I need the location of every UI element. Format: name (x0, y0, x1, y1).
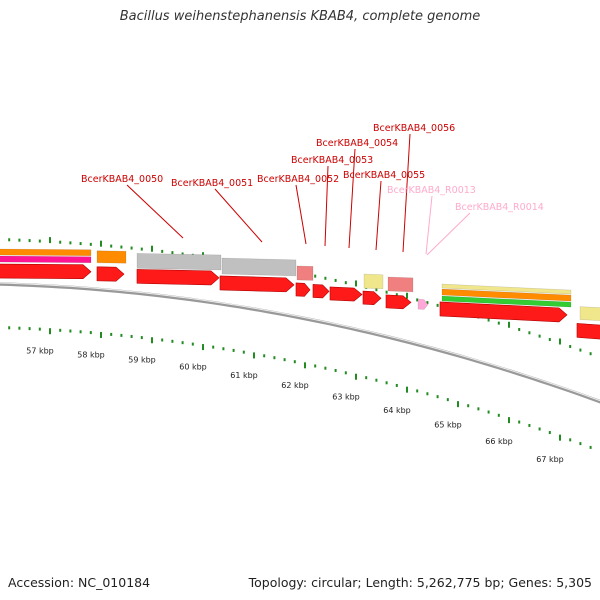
feature-rna (417, 298, 429, 310)
callout-line (375, 180, 382, 251)
callout-line (295, 184, 307, 245)
feature-label: BcerKBAB4_R0014 (455, 202, 544, 213)
backbone-line (0, 282, 600, 404)
callout-line (402, 133, 411, 253)
feature-gene_khaki (441, 283, 572, 295)
feature-gene_grey (136, 253, 222, 271)
feature-gene_khaki (579, 306, 600, 321)
kbp-label: 57 kbp (26, 347, 54, 356)
accession-text: Accession: NC_010184 (8, 575, 151, 590)
feature-label: BcerKBAB4_0050 (81, 174, 163, 185)
genome-summary-text: Topology: circular; Length: 5,262,775 bp… (248, 575, 592, 590)
kbp-label: 65 kbp (434, 421, 462, 430)
feature-gene_grey (221, 257, 297, 277)
feature-cds (362, 290, 382, 306)
feature-cds (136, 269, 220, 286)
genome-backbone (0, 282, 600, 404)
callout-line (214, 188, 263, 243)
callout-line (425, 195, 433, 255)
gene-features (0, 248, 600, 340)
kbp-label: 61 kbp (230, 371, 258, 380)
callout-line (426, 212, 471, 256)
feature-label: BcerKBAB4_0056 (373, 123, 455, 134)
callout-line (324, 165, 329, 247)
kbp-label: 64 kbp (383, 406, 411, 415)
callout-line (348, 148, 356, 249)
feature-cds (439, 301, 568, 323)
feature-magenta (0, 255, 92, 264)
feature-orange (441, 288, 572, 302)
feature-cds (329, 286, 363, 302)
backbone-highlight (0, 282, 600, 402)
feature-gene_pink (296, 265, 314, 281)
feature-label: BcerKBAB4_0054 (316, 138, 398, 149)
kbp-label: 60 kbp (179, 362, 207, 371)
feature-orange (96, 250, 127, 264)
feature-label: BcerKBAB4_R0013 (387, 185, 476, 196)
feature-gene_khaki (363, 273, 384, 290)
kbp-label: 62 kbp (281, 381, 309, 390)
feature-label: BcerKBAB4_0053 (291, 155, 373, 166)
feature-cds (576, 323, 600, 340)
kbp-scale-labels: 57 kbp 58 kbp 59 kbp 60 kbp 61 kbp 62 kbp 63 k… (26, 347, 564, 464)
feature-cds (295, 282, 311, 297)
genome-title: Bacillus weihenstephanensis KBAB4, compl… (119, 9, 481, 24)
tick-marks-inner (8, 326, 592, 449)
feature-cds (0, 263, 92, 280)
kbp-label: 63 kbp (332, 393, 360, 402)
feature-callouts: BcerKBAB4_0050 BcerKBAB4_0051 BcerKBAB4_00… (81, 123, 544, 256)
feature-cds (312, 284, 330, 299)
kbp-label: 66 kbp (485, 437, 513, 446)
kbp-label: 58 kbp (77, 350, 105, 359)
feature-gene_pink (387, 276, 414, 293)
feature-cds (385, 294, 412, 310)
feature-label: BcerKBAB4_0052 (257, 174, 339, 185)
feature-green (441, 295, 572, 308)
feature-cds (96, 266, 125, 282)
feature-cds (219, 275, 295, 293)
feature-orange (0, 248, 92, 257)
callout-line (126, 184, 184, 239)
kbp-label: 67 kbp (536, 455, 564, 464)
feature-label: BcerKBAB4_0055 (343, 170, 425, 181)
kbp-label: 59 kbp (128, 356, 156, 365)
feature-label: BcerKBAB4_0051 (171, 178, 253, 189)
